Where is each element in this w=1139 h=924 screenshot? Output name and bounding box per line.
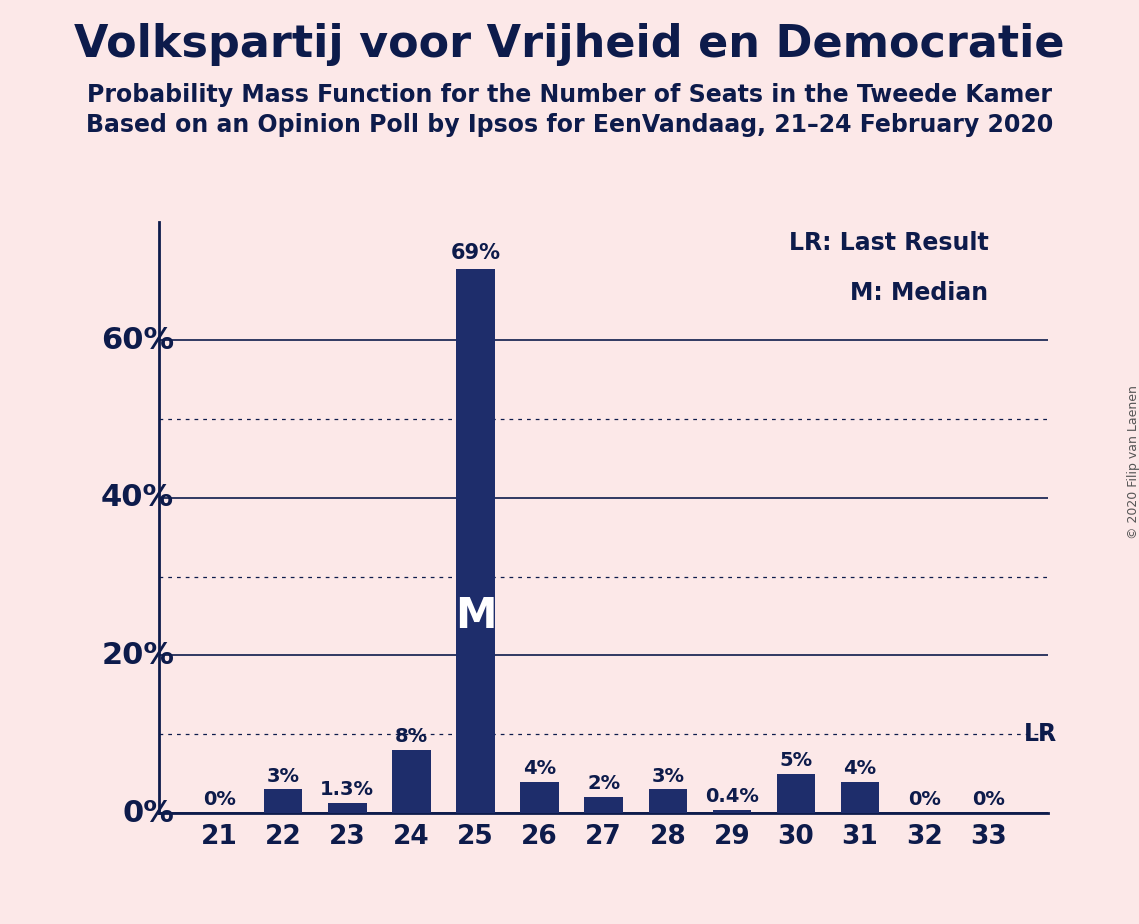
Text: 40%: 40%	[101, 483, 174, 512]
Text: 20%: 20%	[101, 641, 174, 670]
Bar	[648, 789, 687, 813]
Bar	[777, 773, 816, 813]
Text: 69%: 69%	[450, 243, 500, 262]
Text: 3%: 3%	[267, 767, 300, 785]
Text: 0%: 0%	[972, 790, 1005, 809]
Text: 60%: 60%	[101, 325, 174, 355]
Bar	[841, 782, 879, 813]
Bar	[392, 750, 431, 813]
Text: 0%: 0%	[203, 790, 236, 809]
Bar	[457, 269, 494, 813]
Text: Based on an Opinion Poll by Ipsos for EenVandaag, 21–24 February 2020: Based on an Opinion Poll by Ipsos for Ee…	[85, 113, 1054, 137]
Text: © 2020 Filip van Laenen: © 2020 Filip van Laenen	[1126, 385, 1139, 539]
Text: M: M	[454, 595, 497, 637]
Text: 4%: 4%	[523, 759, 556, 778]
Bar	[328, 803, 367, 813]
Text: Probability Mass Function for the Number of Seats in the Tweede Kamer: Probability Mass Function for the Number…	[87, 83, 1052, 107]
Text: LR: Last Result: LR: Last Result	[788, 231, 989, 255]
Text: 4%: 4%	[844, 759, 877, 778]
Text: 0%: 0%	[122, 798, 174, 828]
Text: 5%: 5%	[779, 751, 812, 770]
Bar	[264, 789, 302, 813]
Text: 0%: 0%	[908, 790, 941, 809]
Text: LR: LR	[1024, 723, 1057, 747]
Text: 1.3%: 1.3%	[320, 780, 375, 799]
Text: Volkspartij voor Vrijheid en Democratie: Volkspartij voor Vrijheid en Democratie	[74, 23, 1065, 67]
Bar	[521, 782, 559, 813]
Text: 3%: 3%	[652, 767, 685, 785]
Bar	[584, 797, 623, 813]
Text: 8%: 8%	[395, 727, 428, 746]
Text: 2%: 2%	[587, 774, 621, 794]
Text: 0.4%: 0.4%	[705, 787, 759, 806]
Bar	[713, 810, 751, 813]
Text: M: Median: M: Median	[850, 281, 989, 305]
